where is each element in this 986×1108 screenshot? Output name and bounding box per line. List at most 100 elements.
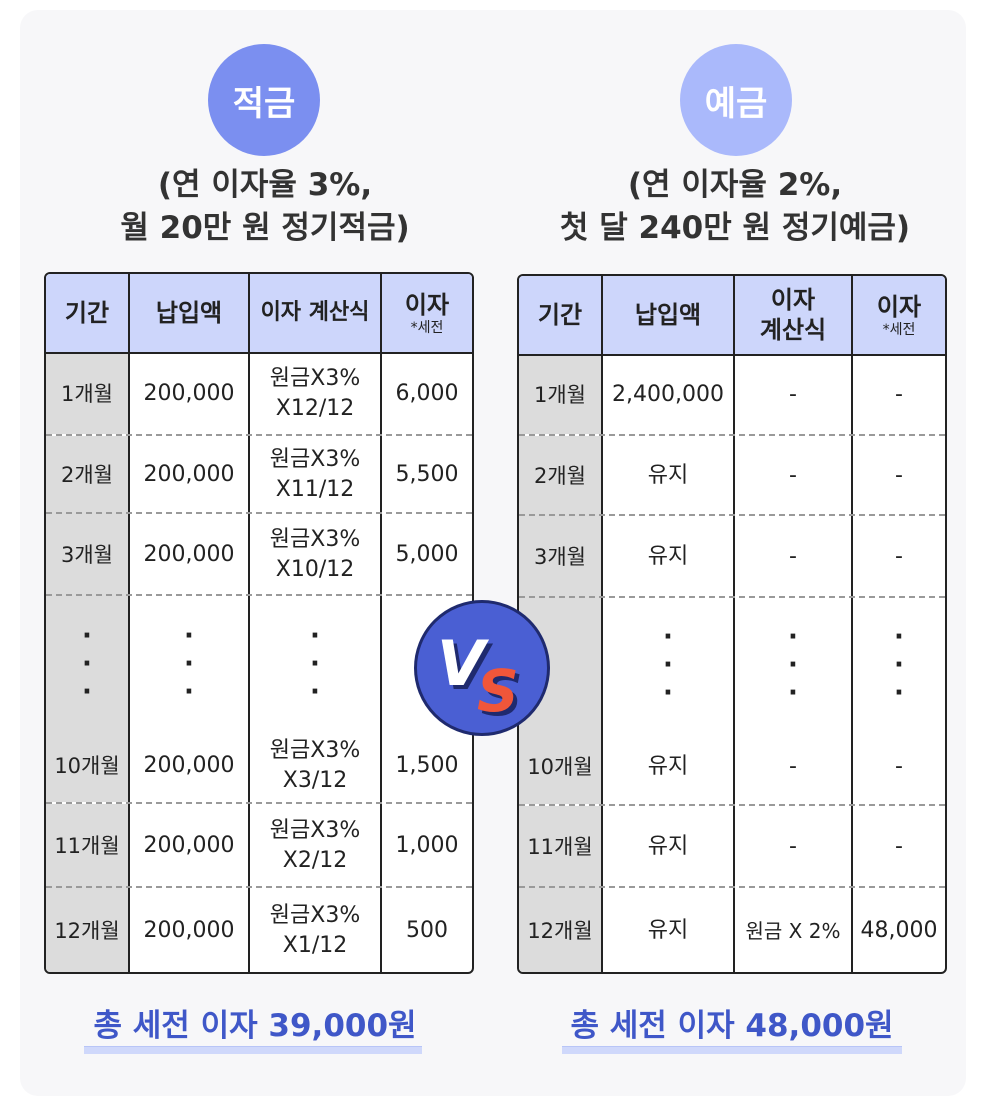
amount-value: 유지 <box>647 918 689 943</box>
right-interest-cell: - <box>851 516 945 598</box>
dot: · <box>310 649 320 679</box>
right-header-formula: 이자 계산식 <box>733 276 851 354</box>
amount-value: 200,000 <box>143 753 235 778</box>
formula-value: - <box>789 834 797 859</box>
interest-value: 48,000 <box>860 918 938 943</box>
formula-line1: 원금X3% <box>269 366 361 391</box>
left-total: 총 세전 이자 39,000원 <box>93 1008 417 1044</box>
left-period-cell: 1개월 <box>46 354 128 434</box>
amount-value: 유지 <box>647 834 689 859</box>
period-label: 3개월 <box>60 543 113 567</box>
right-amount-cell: 유지 <box>601 806 733 888</box>
right-formula-cell: - <box>733 516 851 598</box>
right-header-period-label: 기간 <box>537 301 583 329</box>
left-interest-blank <box>380 596 472 732</box>
amount-value: 유지 <box>647 544 689 569</box>
right-subtitle: (연 이자율 2%, 첫 달 240만 원 정기예금) <box>515 164 955 250</box>
interest-value: 5,000 <box>395 542 459 567</box>
period-label: 10개월 <box>54 754 120 778</box>
left-amount-dots: · · · <box>128 596 248 732</box>
amount-value: 200,000 <box>143 542 235 567</box>
left-header-formula-label: 이자 계산식 <box>260 300 370 325</box>
period-label: 1개월 <box>60 382 113 406</box>
dot: · <box>310 621 320 651</box>
formula-value: - <box>789 544 797 569</box>
left-period-cell: 12개월 <box>46 888 128 972</box>
left-amount-cell: 200,000 <box>128 730 248 802</box>
dot: · <box>82 621 92 651</box>
right-formula-cell: - <box>733 806 851 888</box>
ellipsis-row: · · · · · · · · · <box>46 594 472 732</box>
ellipsis-row: · · · · · · · · · <box>519 596 945 732</box>
left-subtitle-line1: (연 이자율 3%, <box>157 167 373 203</box>
right-period-cell: 11개월 <box>519 806 601 888</box>
right-period-cell: 1개월 <box>519 356 601 434</box>
right-period-cell: 10개월 <box>519 730 601 804</box>
left-interest-cell: 1,000 <box>380 804 472 888</box>
table-row: 12개월 200,000 원금X3% X1/12 500 <box>46 886 472 972</box>
left-period-dots: · · · <box>46 596 128 732</box>
dot: · <box>184 621 194 651</box>
dot: · <box>788 622 798 652</box>
vs-v-shadow: V <box>441 631 494 704</box>
formula-line2: X2/12 <box>282 848 348 873</box>
interest-value: - <box>895 544 903 569</box>
formula-line1: 원금X3% <box>269 527 361 552</box>
interest-value: - <box>895 463 903 488</box>
left-formula-cell: 원금X3% X11/12 <box>248 436 380 514</box>
right-formula-cell: 원금 X 2% <box>733 888 851 972</box>
formula-line2: X11/12 <box>275 477 355 502</box>
amount-value: 200,000 <box>143 918 235 943</box>
period-label: 11개월 <box>527 835 593 859</box>
left-period-cell: 10개월 <box>46 730 128 802</box>
right-interest-cell: - <box>851 436 945 516</box>
dot: · <box>788 650 798 680</box>
period-label: 3개월 <box>533 545 586 569</box>
left-subtitle-line2: 월 20만 원 정기적금) <box>120 210 410 246</box>
vs-v-letter: V <box>437 627 490 700</box>
right-period-cell: 12개월 <box>519 888 601 972</box>
left-header-period-label: 기간 <box>64 299 110 327</box>
right-header-period: 기간 <box>519 276 601 354</box>
period-label: 10개월 <box>527 755 593 779</box>
interest-value: - <box>895 834 903 859</box>
period-label: 2개월 <box>533 464 586 488</box>
right-header-row: 기간 납입액 이자 계산식 이자 *세전 <box>519 276 945 356</box>
right-subtitle-line1: (연 이자율 2%, <box>627 167 843 203</box>
dot: · <box>184 677 194 707</box>
left-header-period: 기간 <box>46 274 128 352</box>
formula-line2: X12/12 <box>275 396 355 421</box>
dot: · <box>788 678 798 708</box>
left-interest-cell: 6,000 <box>380 354 472 434</box>
left-amount-cell: 200,000 <box>128 888 248 972</box>
left-total-underline <box>84 1046 422 1054</box>
formula-value: - <box>789 754 797 779</box>
dot: · <box>663 622 673 652</box>
period-label: 12개월 <box>527 919 593 943</box>
left-header-amount-label: 납입액 <box>155 299 223 327</box>
left-formula-cell: 원금X3% X2/12 <box>248 804 380 888</box>
amount-value: 200,000 <box>143 833 235 858</box>
right-header-interest: 이자 *세전 <box>851 276 945 354</box>
right-badge: 예금 <box>680 44 792 156</box>
left-header-formula: 이자 계산식 <box>248 274 380 352</box>
left-formula-cell: 원금X3% X12/12 <box>248 354 380 434</box>
amount-value: 200,000 <box>143 462 235 487</box>
right-period-cell: 3개월 <box>519 516 601 598</box>
right-interest-cell: - <box>851 806 945 888</box>
right-header-amount: 납입액 <box>601 276 733 354</box>
right-formula-cell: - <box>733 730 851 804</box>
left-period-cell: 11개월 <box>46 804 128 888</box>
right-amount-cell: 유지 <box>601 516 733 598</box>
vs-logo-icon: V V S S <box>437 627 523 729</box>
right-total: 총 세전 이자 48,000원 <box>570 1008 894 1044</box>
formula-line1: 원금X3% <box>269 447 361 472</box>
interest-value: 500 <box>406 918 448 943</box>
formula-line2: X10/12 <box>275 557 355 582</box>
table-row: 2개월 유지 - - <box>519 434 945 516</box>
dot: · <box>663 650 673 680</box>
interest-value: 5,500 <box>395 462 459 487</box>
left-formula-dots: · · · <box>248 596 380 732</box>
table-row: 10개월 200,000 원금X3% X3/12 1,500 <box>46 730 472 802</box>
left-interest-cell: 500 <box>380 888 472 972</box>
